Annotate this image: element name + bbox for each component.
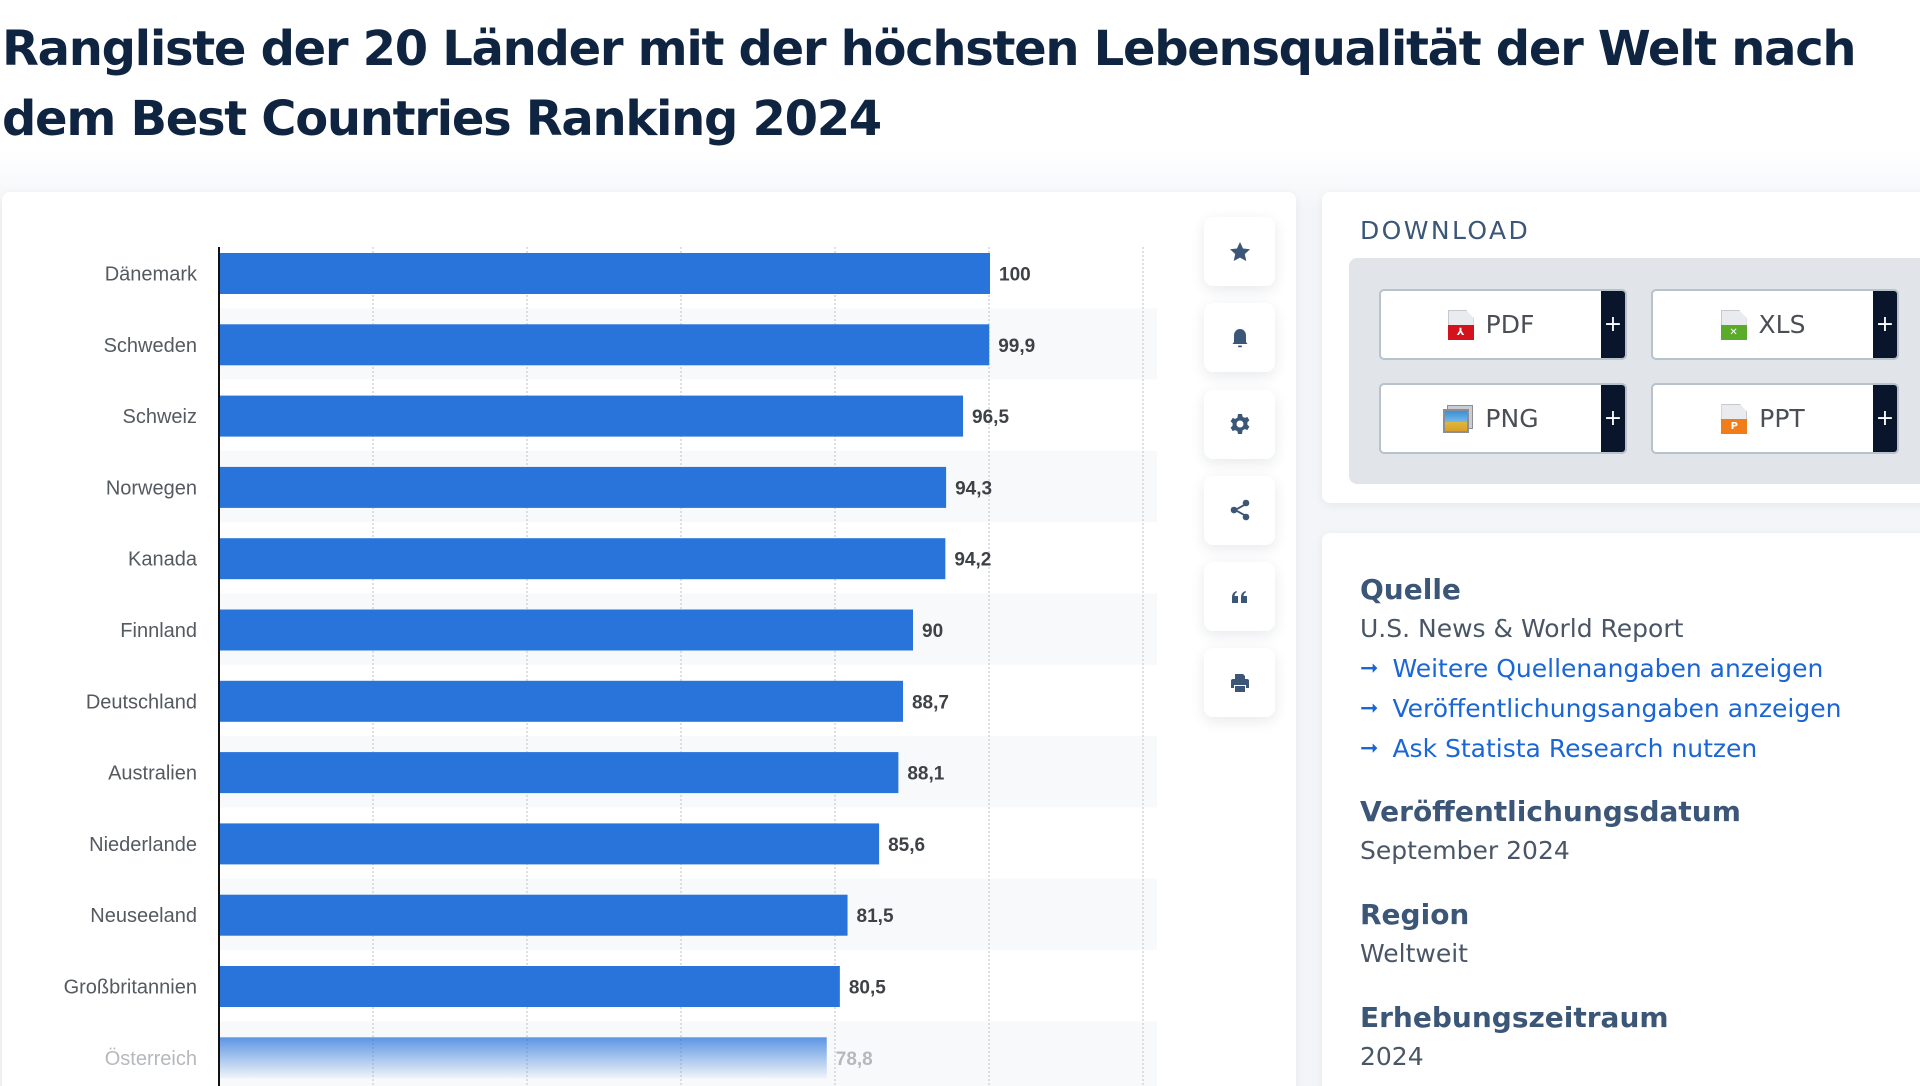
notification-button[interactable] xyxy=(1204,303,1275,373)
quote-icon xyxy=(1231,590,1247,603)
value-label: 88,7 xyxy=(912,692,949,713)
download-png-label: PNG xyxy=(1485,404,1539,433)
value-label: 80,5 xyxy=(849,978,886,999)
period-section: Erhebungszeitraum 2024 xyxy=(1360,999,1669,1077)
png-image-icon xyxy=(1443,404,1474,433)
print-button[interactable] xyxy=(1204,648,1275,718)
value-label: 78,8 xyxy=(836,1049,873,1070)
source-section: Quelle U.S. News & World Report ➞ Weiter… xyxy=(1360,571,1841,769)
bar xyxy=(220,466,947,508)
pdf-file-icon: ⅄ xyxy=(1447,309,1474,340)
download-xls-label: XLS xyxy=(1758,310,1806,339)
download-title: DOWNLOAD xyxy=(1360,216,1531,245)
bar xyxy=(220,609,913,651)
value-label: 99,9 xyxy=(998,336,1035,357)
bar xyxy=(220,966,840,1007)
link-more-sources[interactable]: ➞ Weitere Quellenangaben anzeigen xyxy=(1360,649,1841,689)
category-label: Niederlande xyxy=(89,834,197,856)
download-xls-plus-button[interactable]: + xyxy=(1873,291,1897,358)
category-label: Australien xyxy=(108,763,197,785)
favorite-button[interactable] xyxy=(1204,217,1275,286)
xls-file-icon: ✕ xyxy=(1720,309,1747,340)
cite-button[interactable] xyxy=(1204,562,1275,632)
value-label: 100 xyxy=(999,265,1031,286)
chart-toolbar xyxy=(1204,217,1276,735)
download-ppt-plus-button[interactable]: + xyxy=(1873,385,1897,452)
bar xyxy=(220,894,848,936)
info-card: Quelle U.S. News & World Report ➞ Weiter… xyxy=(1322,533,1920,1086)
chart-card: Dänemark 100 Schweden 99,9 Schweiz 96,5 Norweg… xyxy=(2,192,1296,1086)
download-xls-button[interactable]: ✕ XLS + xyxy=(1651,289,1899,360)
print-icon xyxy=(1230,673,1249,692)
period-heading: Erhebungszeitraum xyxy=(1360,1001,1669,1034)
category-label: Österreich xyxy=(105,1048,197,1070)
category-label: Neuseeland xyxy=(90,905,197,927)
bar xyxy=(220,253,990,294)
bar xyxy=(220,538,946,580)
bar-chart: Dänemark 100 Schweden 99,9 Schweiz 96,5 Norweg… xyxy=(64,247,1157,1086)
value-label: 81,5 xyxy=(857,906,894,927)
category-label: Schweiz xyxy=(123,406,197,428)
star-icon xyxy=(1229,241,1250,261)
value-label: 96,5 xyxy=(972,407,1009,428)
link-publication-details[interactable]: ➞ Veröffentlichungsangaben anzeigen xyxy=(1360,689,1841,729)
download-png-button[interactable]: PNG + xyxy=(1379,383,1627,454)
source-heading: Quelle xyxy=(1360,573,1461,606)
settings-button[interactable] xyxy=(1204,389,1275,459)
value-label: 85,6 xyxy=(888,835,925,856)
value-label: 94,3 xyxy=(955,478,992,499)
bar xyxy=(220,680,903,722)
source-value: U.S. News & World Report xyxy=(1360,614,1684,643)
period-value: 2024 xyxy=(1360,1042,1424,1071)
region-section: Region Weltweit xyxy=(1360,896,1469,974)
download-ppt-label: PPT xyxy=(1759,404,1805,433)
category-label: Großbritannien xyxy=(64,977,197,999)
date-heading: Veröffentlichungsdatum xyxy=(1360,795,1741,828)
region-heading: Region xyxy=(1360,898,1470,931)
category-label: Kanada xyxy=(128,549,198,571)
download-pdf-label: PDF xyxy=(1485,310,1535,339)
share-icon xyxy=(1230,500,1249,521)
category-label: Dänemark xyxy=(105,264,198,286)
arrow-right-icon: ➞ xyxy=(1360,656,1379,681)
download-options: ⅄ PDF + ✕ XLS + PNG + xyxy=(1349,258,1920,484)
download-png-plus-button[interactable]: + xyxy=(1601,385,1625,452)
download-ppt-button[interactable]: P PPT + xyxy=(1651,383,1899,454)
gear-icon xyxy=(1230,414,1249,435)
bar xyxy=(220,752,899,794)
ppt-file-icon: P xyxy=(1721,403,1748,434)
bar xyxy=(220,324,990,366)
date-section: Veröffentlichungsdatum September 2024 xyxy=(1360,793,1741,871)
value-label: 94,2 xyxy=(954,550,991,571)
region-value: Weltweit xyxy=(1360,939,1468,968)
category-label: Norwegen xyxy=(106,477,197,499)
bell-icon xyxy=(1232,328,1247,348)
bar xyxy=(220,823,880,865)
share-button[interactable] xyxy=(1204,475,1275,545)
value-label: 88,1 xyxy=(907,764,944,785)
page-title: Rangliste der 20 Länder mit der höchsten… xyxy=(2,21,1857,147)
download-card: DOWNLOAD ⅄ PDF + ✕ XLS + xyxy=(1322,192,1920,503)
bar xyxy=(220,1037,827,1079)
date-value: September 2024 xyxy=(1360,836,1570,865)
bar xyxy=(220,395,964,437)
link-ask-statista[interactable]: ➞ Ask Statista Research nutzen xyxy=(1360,729,1841,769)
arrow-right-icon: ➞ xyxy=(1360,696,1379,721)
value-label: 90 xyxy=(922,621,943,642)
category-label: Schweden xyxy=(104,335,197,357)
download-pdf-button[interactable]: ⅄ PDF + xyxy=(1379,289,1627,360)
arrow-right-icon: ➞ xyxy=(1360,736,1379,761)
category-label: Finnland xyxy=(120,620,197,642)
download-pdf-plus-button[interactable]: + xyxy=(1601,291,1625,358)
category-label: Deutschland xyxy=(86,691,197,713)
